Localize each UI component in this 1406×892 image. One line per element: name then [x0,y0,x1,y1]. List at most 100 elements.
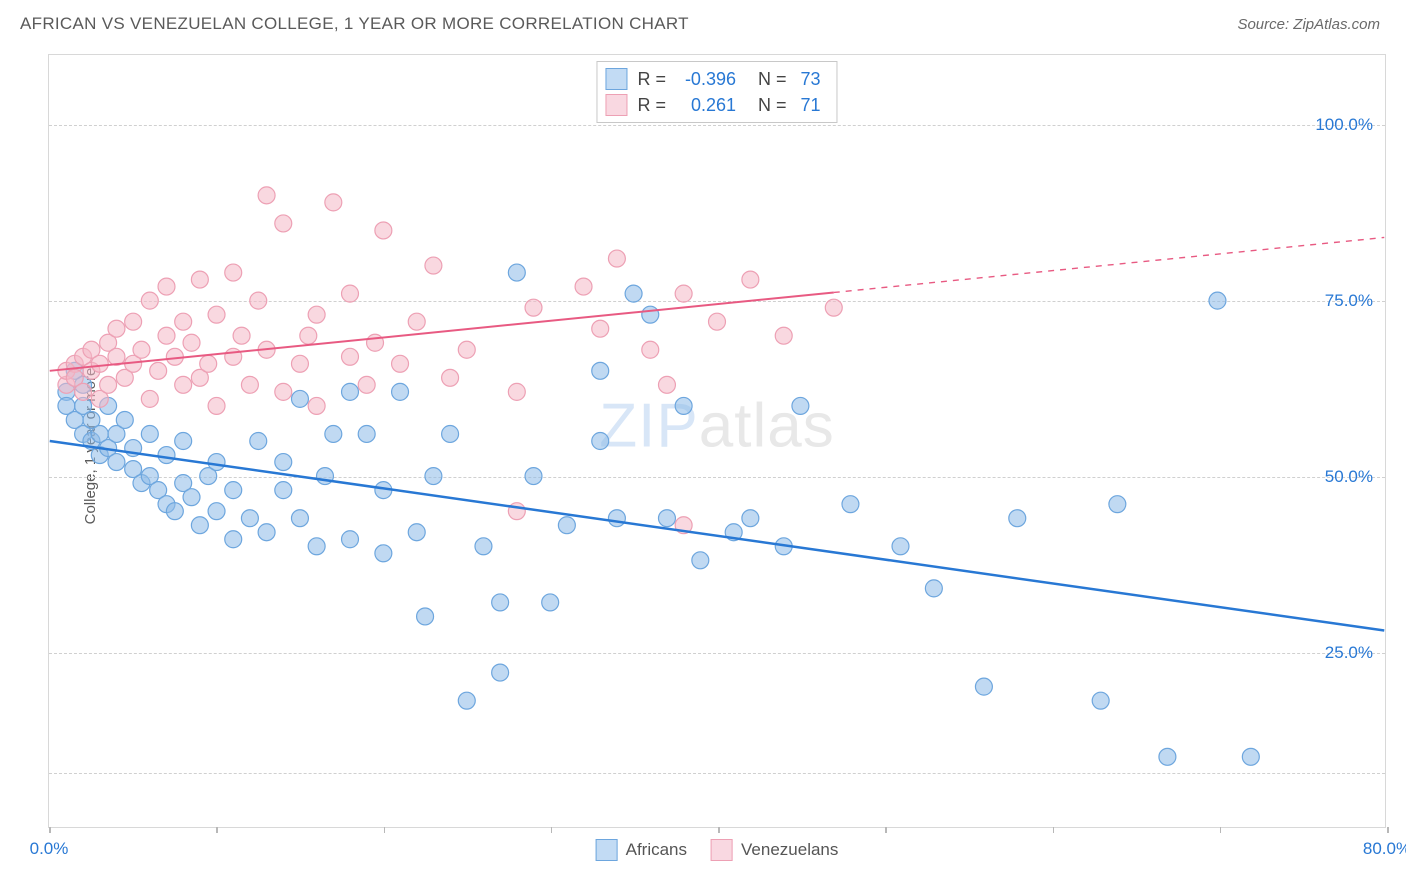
data-point [150,482,167,499]
correlation-legend: R = -0.396 N = 73 R = 0.261 N = 71 [596,61,837,123]
legend-label-africans: Africans [626,840,687,860]
data-point [925,580,942,597]
x-tick-label: 80.0% [1363,839,1406,859]
data-point [75,426,92,443]
data-point [417,608,434,625]
data-point [66,362,83,379]
trend-line [50,441,1385,630]
legend-swatch-venezuelans [711,839,733,861]
data-point [75,376,92,393]
x-tick [1220,827,1222,833]
data-point [83,433,100,450]
data-point [542,594,559,611]
x-tick [1387,827,1389,833]
data-point [375,482,392,499]
data-point [75,397,92,414]
data-point [442,369,459,386]
data-point [133,341,150,358]
data-point [508,264,525,281]
data-point [75,383,92,400]
data-point [141,426,158,443]
data-point [191,271,208,288]
source-label: Source: ZipAtlas.com [1237,16,1380,33]
y-tick-label: 75.0% [1325,291,1373,311]
x-tick-label: 0.0% [30,839,69,859]
data-point [116,369,133,386]
data-point [58,383,75,400]
data-point [342,348,359,365]
data-point [358,426,375,443]
watermark: ZIPatlas [599,390,834,461]
data-point [408,313,425,330]
x-tick [885,827,887,833]
data-point [100,440,117,457]
data-point [492,594,509,611]
data-point [83,411,100,428]
data-point [642,341,659,358]
data-point [308,306,325,323]
data-point [692,552,709,569]
n-value-africans: 73 [797,66,825,92]
data-point [208,454,225,471]
data-point [125,313,142,330]
data-point [291,390,308,407]
data-point [442,426,459,443]
gridline [49,773,1385,774]
data-point [392,355,409,372]
y-tick-label: 25.0% [1325,643,1373,663]
data-point [183,489,200,506]
data-point [175,376,192,393]
data-point [108,426,125,443]
data-point [642,306,659,323]
data-point [200,355,217,372]
data-point [625,285,642,302]
data-point [709,313,726,330]
data-point [325,194,342,211]
chart-title: AFRICAN VS VENEZUELAN COLLEGE, 1 YEAR OR… [20,14,689,34]
data-point [458,692,475,709]
data-point [158,278,175,295]
data-point [1109,496,1126,513]
data-point [275,215,292,232]
data-point [258,524,275,541]
data-point [208,397,225,414]
data-point [200,468,217,485]
data-point [100,397,117,414]
data-point [675,517,692,534]
data-point [558,517,575,534]
data-point [116,411,133,428]
data-point [375,222,392,239]
data-point [592,320,609,337]
data-point [100,376,117,393]
gridline [49,125,1385,126]
data-point [892,538,909,555]
data-point [166,348,183,365]
data-point [141,468,158,485]
data-point [658,510,675,527]
data-point [658,376,675,393]
data-point [592,362,609,379]
data-point [125,355,142,372]
data-point [208,503,225,520]
data-point [258,341,275,358]
data-point [66,369,83,386]
data-point [275,482,292,499]
data-point [108,454,125,471]
data-point [742,271,759,288]
data-point [342,285,359,302]
data-point [675,397,692,414]
gridline [49,653,1385,654]
data-point [91,447,108,464]
data-point [183,334,200,351]
x-tick [49,827,51,833]
data-point [458,341,475,358]
data-point [592,433,609,450]
data-point [1159,748,1176,765]
data-point [100,334,117,351]
data-point [742,510,759,527]
x-tick [718,827,720,833]
data-point [342,531,359,548]
data-point [108,320,125,337]
data-point [166,503,183,520]
data-point [325,426,342,443]
